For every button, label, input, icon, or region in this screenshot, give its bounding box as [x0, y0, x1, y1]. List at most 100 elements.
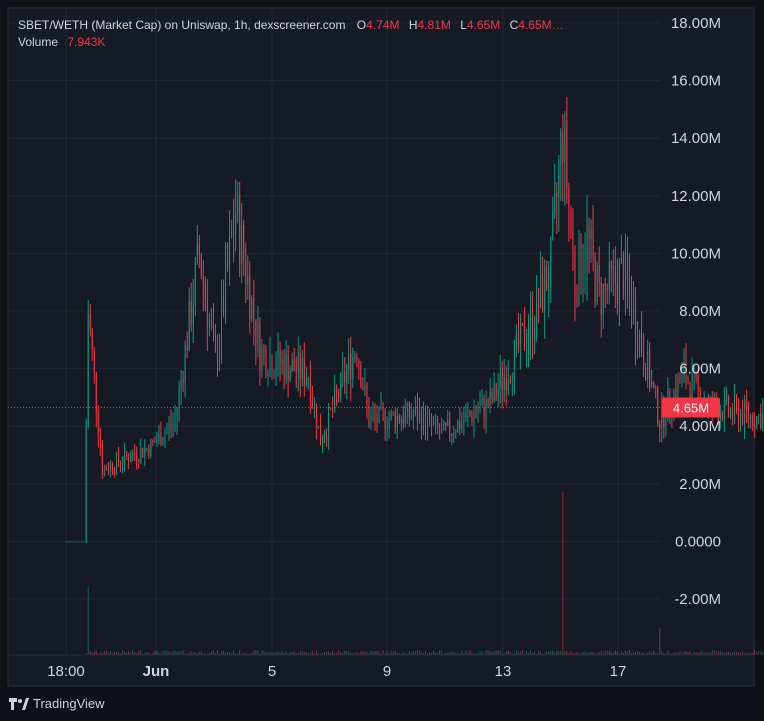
- candle-body: [283, 359, 285, 381]
- volume-bar: [435, 652, 437, 655]
- volume-bar: [295, 653, 297, 655]
- volume-bar: [87, 587, 89, 655]
- volume-bar: [321, 653, 323, 655]
- volume-bar: [697, 652, 699, 655]
- volume-bar: [487, 650, 489, 655]
- volume-bar: [475, 653, 477, 655]
- volume-bar: [501, 653, 503, 655]
- brand-name: TradingView: [33, 696, 105, 711]
- candle-body: [610, 260, 612, 269]
- volume-bar: [313, 653, 315, 655]
- candle-body: [138, 460, 140, 462]
- volume-bar: [572, 653, 574, 655]
- candle-body: [279, 346, 281, 365]
- volume-bar: [598, 651, 600, 655]
- candle-body: [697, 375, 699, 388]
- candle-body: [616, 283, 618, 304]
- price-axis[interactable]: 18.00M 16.00M 14.00M 12.00M 10.00M 8.00M 6.00M…: [671, 15, 721, 608]
- candle-body: [725, 396, 727, 399]
- candle-body: [358, 360, 360, 365]
- volume-bar: [515, 650, 517, 655]
- candle-body: [550, 239, 552, 287]
- time-axis[interactable]: 18:00 Jun 5 9 13 17: [47, 663, 626, 680]
- candle-body: [109, 463, 111, 472]
- volume-bar: [677, 652, 679, 655]
- tradingview-brand[interactable]: TradingView: [9, 696, 105, 711]
- volume-bar: [457, 653, 459, 655]
- candle-body: [85, 426, 87, 542]
- candle-body: [578, 239, 580, 304]
- candle-body: [546, 267, 548, 292]
- candle-body: [416, 406, 418, 421]
- volume-bar: [255, 650, 257, 655]
- candle-body: [424, 410, 426, 431]
- candle-body: [376, 417, 378, 423]
- volume-bar: [326, 651, 328, 655]
- candle-body: [633, 303, 635, 322]
- volume-bar: [267, 651, 269, 655]
- volume-bar: [354, 653, 356, 655]
- volume-bar: [249, 653, 251, 655]
- candle-body: [447, 419, 449, 426]
- candle-body: [390, 411, 392, 419]
- candle-body: [285, 354, 287, 381]
- candle-body: [206, 299, 208, 328]
- candle-body: [754, 425, 756, 428]
- volume-bar: [659, 627, 661, 655]
- candle-body: [721, 413, 723, 420]
- grid: [8, 8, 660, 655]
- candle-body: [269, 357, 271, 376]
- candle-body: [69, 541, 71, 543]
- candle-body: [471, 415, 473, 423]
- candle-body: [241, 225, 243, 265]
- volume-bar: [651, 652, 653, 655]
- volume-bar: [303, 651, 305, 655]
- candle-body: [463, 420, 465, 423]
- candle-body: [392, 411, 394, 413]
- volume-bar: [152, 653, 154, 655]
- candle-body: [505, 377, 507, 391]
- candle-body: [190, 300, 192, 326]
- candle-body: [328, 407, 330, 437]
- candle-body: [507, 380, 509, 391]
- volume-bar: [253, 650, 255, 655]
- volume-bar: [194, 652, 196, 655]
- candle-body: [568, 188, 570, 206]
- candle-body: [519, 323, 521, 348]
- candle-body: [614, 266, 616, 284]
- volume-bar: [758, 650, 760, 655]
- volume-bar: [459, 653, 461, 655]
- candle-body: [346, 369, 348, 383]
- candle-body: [223, 296, 225, 314]
- candle-body: [154, 441, 156, 443]
- volume-bar: [111, 653, 113, 655]
- volume-bar: [469, 650, 471, 655]
- candle-body: [77, 541, 79, 543]
- volume-bar: [271, 652, 273, 655]
- volume-bar: [602, 652, 604, 655]
- volume-bar: [237, 653, 239, 655]
- volume-bar: [406, 653, 408, 655]
- volume-bar: [693, 652, 695, 655]
- candle-body: [532, 310, 534, 340]
- volume-bar: [410, 653, 412, 655]
- volume-bar: [210, 651, 212, 655]
- candle-body: [429, 415, 431, 417]
- volume-bar: [225, 652, 227, 655]
- candle-body: [231, 233, 233, 236]
- candle-body: [65, 541, 67, 543]
- volume-bar: [465, 650, 467, 655]
- volume-bar: [717, 651, 719, 655]
- volume-bar: [509, 651, 511, 655]
- volume-bar: [614, 650, 616, 655]
- volume-bar: [560, 650, 562, 655]
- candle-body: [384, 411, 386, 430]
- volume-bar: [521, 650, 523, 655]
- volume-bar: [348, 651, 350, 655]
- legend-title-row: SBET/WETH (Market Cap) on Uniswap, 1h, d…: [18, 17, 564, 34]
- volume-bar: [748, 653, 750, 655]
- candle-body: [685, 362, 687, 383]
- volume-bar: [653, 650, 655, 655]
- volume-bar: [507, 650, 509, 655]
